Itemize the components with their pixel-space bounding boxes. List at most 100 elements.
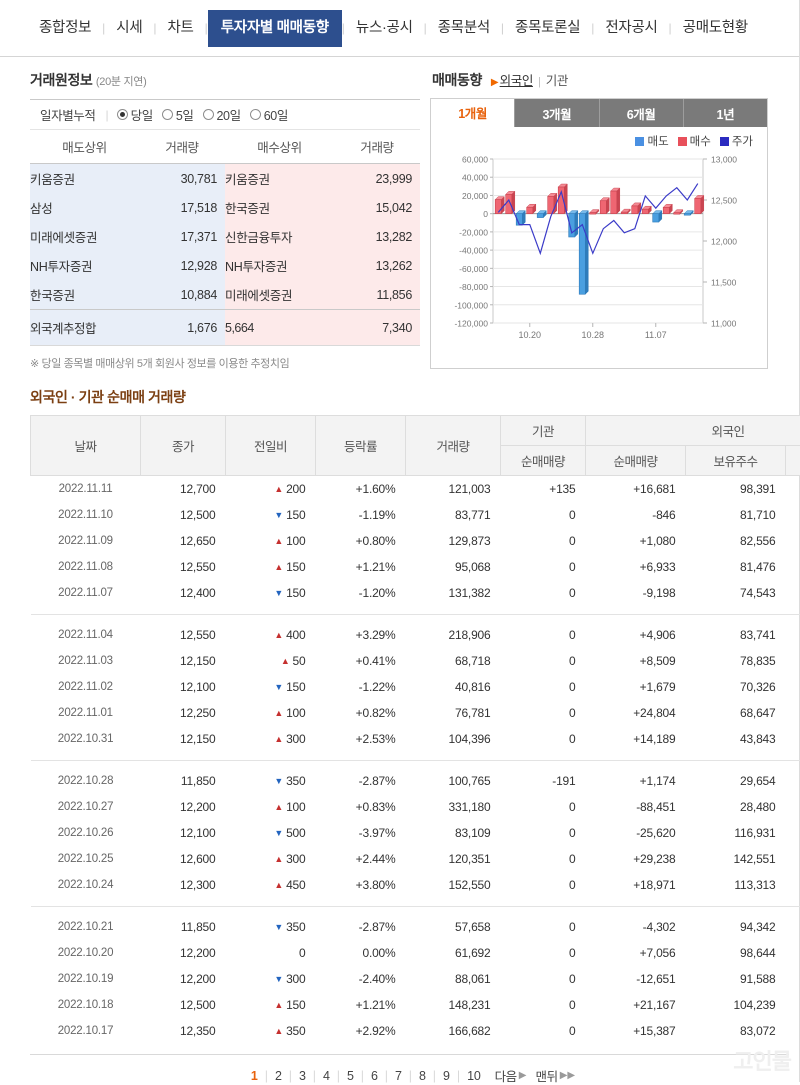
period-tab-2[interactable]: 3개월	[514, 99, 598, 127]
cell-foreign-hold: 113,313	[686, 872, 786, 898]
link-institution[interactable]: 기관	[546, 70, 568, 89]
cell-rate: +1.21%	[316, 554, 406, 580]
period-tab-4[interactable]: 1년	[683, 99, 767, 127]
cell-rate: -2.40%	[316, 966, 406, 992]
cell-change: ▼150	[226, 502, 316, 528]
pagination-page-8[interactable]: 8	[412, 1069, 433, 1083]
nav-item-9[interactable]: 공매도현황	[672, 13, 759, 43]
net-trading-table: 날짜 종가 전일비 등락률 거래량 기관 외국인 순매매량 순매매량 보유주수 …	[30, 415, 800, 1044]
cell-rate: 0.00%	[316, 940, 406, 966]
triangle-up-icon: ▲	[274, 562, 283, 572]
legend-item-3: 주가	[720, 133, 753, 149]
cell-foreign-net: -4,302	[586, 914, 686, 940]
pagination-page-1[interactable]: 1	[244, 1069, 265, 1083]
svg-text:40,000: 40,000	[462, 173, 488, 183]
nav-item-2[interactable]: 시세	[105, 13, 153, 43]
change-value: 350	[286, 774, 305, 788]
broker-header-sell-qty: 거래량	[147, 130, 225, 164]
cell-volume: 152,550	[406, 872, 501, 898]
period-tab-3[interactable]: 6개월	[599, 99, 683, 127]
pagination-page-7[interactable]: 7	[388, 1069, 409, 1083]
cell-foreign-hold: 94,342	[686, 914, 786, 940]
cell-foreign-net: +4,906	[586, 622, 686, 648]
trade-header-inst-net: 순매매량	[501, 446, 586, 476]
chart-panel-title: 매매동향	[432, 70, 482, 90]
radio-option-label: 당일	[131, 105, 153, 124]
nav-item-3[interactable]: 차트	[157, 13, 205, 43]
pagination-page-5[interactable]: 5	[340, 1069, 361, 1083]
pagination-page-3[interactable]: 3	[292, 1069, 313, 1083]
cell-change: ▲450	[226, 872, 316, 898]
radio-option-1[interactable]: 당일	[117, 105, 153, 124]
broker-sell-qty: 10,884	[147, 280, 225, 310]
legend-swatch-icon	[678, 137, 687, 146]
trade-header-date: 날짜	[31, 416, 141, 476]
link-foreign-investor[interactable]: 외국인	[500, 70, 533, 89]
cell-institution-net: 0	[501, 940, 586, 966]
period-radio-group[interactable]: 당일 5일 20일 60일	[117, 105, 297, 124]
legend-label: 매도	[647, 136, 668, 148]
legend-item-2: 매수	[678, 133, 711, 149]
broker-buy-qty: 15,042	[342, 193, 420, 222]
change-value: 300	[286, 852, 305, 866]
cell-volume: 148,231	[406, 992, 501, 1018]
cell-date: 2022.10.24	[31, 872, 141, 898]
cell-rate: -1.19%	[316, 502, 406, 528]
nav-item-6[interactable]: 종목분석	[427, 13, 501, 43]
svg-text:11,500: 11,500	[711, 278, 737, 288]
svg-text:11,000: 11,000	[711, 319, 737, 329]
broker-summary-label: 외국계추정합	[30, 310, 147, 346]
cell-foreign-ratio: 1.09%	[786, 914, 800, 940]
pagination-page-9[interactable]: 9	[436, 1069, 457, 1083]
cell-volume: 57,658	[406, 914, 501, 940]
broker-panel-title: 거래원정보 (20분 지연)	[30, 70, 420, 90]
broker-buy-name: 신한금융투자	[225, 222, 342, 251]
cell-volume: 83,771	[406, 502, 501, 528]
svg-text:10.20: 10.20	[518, 330, 541, 340]
cell-rate: +1.60%	[316, 476, 406, 503]
radio-option-2[interactable]: 5일	[162, 105, 194, 124]
triangle-down-icon: ▼	[274, 776, 283, 786]
radio-dot-icon	[117, 109, 128, 120]
cell-foreign-net: +8,509	[586, 648, 686, 674]
cell-foreign-ratio: 1.30%	[786, 872, 800, 898]
cell-foreign-hold: 74,543	[686, 580, 786, 606]
svg-text:-100,000: -100,000	[454, 300, 488, 310]
pagination-page-6[interactable]: 6	[364, 1069, 385, 1083]
triangle-up-icon: ▲	[274, 1000, 283, 1010]
period-tab-1[interactable]: 1개월	[431, 99, 514, 127]
trade-header-volume: 거래량	[406, 416, 501, 476]
nav-item-8[interactable]: 전자공시	[594, 13, 668, 43]
cell-close: 12,150	[141, 648, 226, 674]
pagination-page-10[interactable]: 10	[460, 1069, 488, 1083]
radio-option-4[interactable]: 60일	[250, 105, 288, 124]
net-trading-title: 외국인 · 기관 순매매 거래량	[30, 387, 789, 407]
cell-foreign-hold: 70,326	[686, 674, 786, 700]
main-navigation: 종합정보|시세|차트|투자자별 매매동향|뉴스·공시|종목분석|종목토론실|전자…	[0, 0, 799, 57]
cell-foreign-ratio: 1.13%	[786, 476, 800, 503]
pagination-next-button[interactable]: 다음	[488, 1066, 517, 1085]
separator-line	[31, 614, 800, 615]
svg-text:-120,000: -120,000	[454, 319, 488, 329]
cell-close: 12,100	[141, 820, 226, 846]
nav-item-1[interactable]: 종합정보	[28, 13, 102, 43]
radio-option-3[interactable]: 20일	[203, 105, 241, 124]
chevron-double-right-icon: ▶▶	[560, 1070, 575, 1081]
pagination-page-2[interactable]: 2	[268, 1069, 289, 1083]
nav-item-5[interactable]: 뉴스·공시	[345, 13, 424, 43]
change-value: 300	[286, 972, 305, 986]
nav-item-7[interactable]: 종목토론실	[504, 13, 591, 43]
pagination-page-4[interactable]: 4	[316, 1069, 337, 1083]
cell-foreign-hold: 78,835	[686, 648, 786, 674]
cell-date: 2022.11.07	[31, 580, 141, 606]
pagination-last-button[interactable]: 맨뒤	[526, 1066, 557, 1085]
cell-date: 2022.11.01	[31, 700, 141, 726]
nav-item-4[interactable]: 투자자별 매매동향	[208, 10, 342, 47]
cell-date: 2022.11.10	[31, 502, 141, 528]
